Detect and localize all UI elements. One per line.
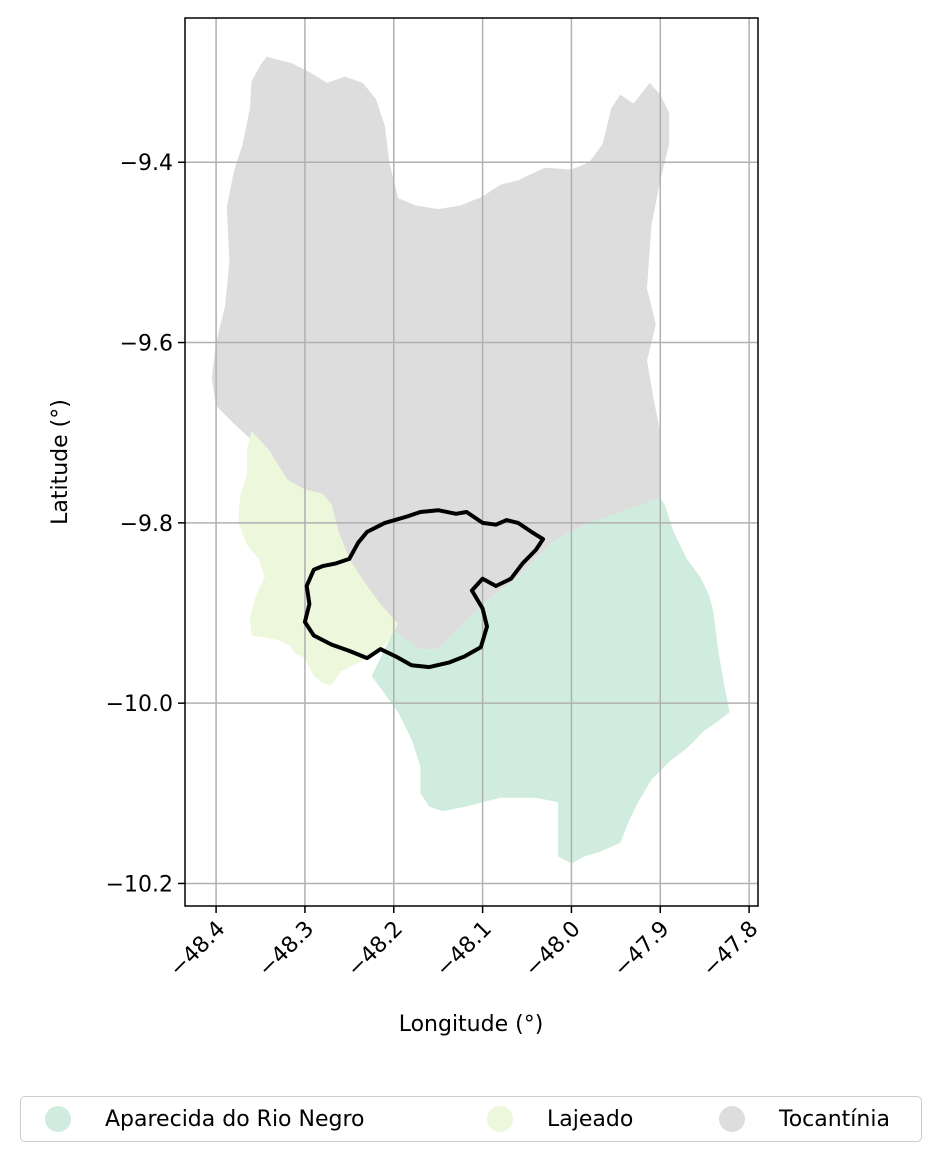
x-tick-label: −48.2	[343, 917, 408, 982]
outline-layer	[302, 508, 545, 670]
legend-item-aparecida: Aparecida do Rio Negro	[45, 1097, 365, 1141]
legend-swatch-lajeado-marker	[487, 1106, 513, 1132]
legend-label-aparecida: Aparecida do Rio Negro	[105, 1106, 365, 1132]
legend-item-tocantinia: Tocantínia	[719, 1097, 890, 1141]
x-tick-label: −48.0	[520, 917, 585, 982]
y-tick-label: −9.8	[120, 512, 173, 537]
x-axis-label: Longitude (°)	[399, 1012, 544, 1037]
legend-item-lajeado: Lajeado	[487, 1097, 633, 1141]
legend-swatch-tocantinia-marker	[719, 1106, 745, 1132]
regions-layer	[211, 56, 730, 864]
y-tick-label: −10.0	[106, 692, 173, 717]
y-axis-label: Latitude (°)	[48, 399, 73, 525]
y-tick-label: −9.6	[120, 332, 173, 357]
x-tick-label: −47.8	[698, 917, 763, 982]
region-lajeado	[238, 430, 399, 686]
region-tocantinia	[211, 56, 670, 650]
y-axis-ticks: −9.4 −9.6 −9.8 −10.0 −10.2	[106, 151, 185, 897]
x-tick-label: −47.9	[609, 917, 674, 982]
y-tick-label: −9.4	[120, 151, 173, 176]
x-tick-label: −48.4	[165, 917, 230, 982]
boundary-outline	[302, 508, 545, 670]
legend-label-lajeado: Lajeado	[547, 1106, 634, 1132]
legend-swatch-aparecida-marker	[45, 1106, 71, 1132]
legend-label-tocantinia: Tocantínia	[779, 1106, 890, 1132]
legend: Aparecida do Rio Negro Lajeado Tocantíni…	[20, 1096, 922, 1142]
map-figure: −48.4 −48.3 −48.2 −48.1 −48.0 −47.9 −47.8 −9.4…	[48, 17, 763, 1037]
x-tick-label: −48.3	[254, 917, 319, 982]
x-tick-label: −48.1	[431, 917, 496, 982]
grid-layer	[185, 18, 758, 906]
plot-frame	[184, 17, 759, 907]
y-tick-label: −10.2	[106, 872, 173, 897]
x-axis-ticks: −48.4 −48.3 −48.2 −48.1 −48.0 −47.9 −47.8	[165, 906, 763, 982]
region-aparecida-do-rio-negro	[371, 497, 730, 864]
